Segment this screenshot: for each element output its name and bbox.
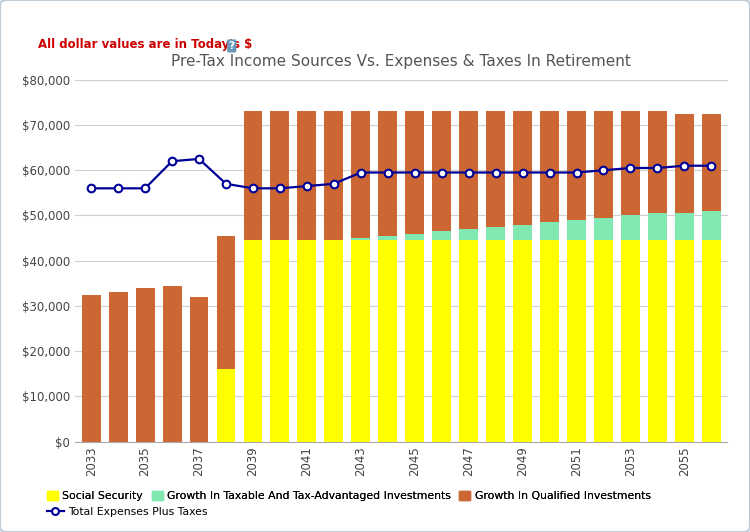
Bar bbox=[405, 111, 424, 234]
Text: ?: ? bbox=[229, 41, 235, 51]
Total Expenses Plus Taxes bbox=[680, 163, 688, 169]
Bar bbox=[432, 111, 451, 231]
Total Expenses Plus Taxes bbox=[140, 185, 149, 192]
Bar bbox=[244, 240, 262, 442]
Bar bbox=[432, 240, 451, 442]
Line: Total Expenses Plus Taxes: Total Expenses Plus Taxes bbox=[87, 155, 716, 192]
Bar bbox=[378, 111, 398, 236]
Bar bbox=[702, 211, 721, 240]
Bar bbox=[567, 220, 586, 240]
Bar bbox=[298, 240, 316, 442]
Total Expenses Plus Taxes bbox=[302, 183, 311, 189]
Total Expenses Plus Taxes bbox=[275, 185, 284, 192]
Bar bbox=[298, 111, 316, 240]
Bar bbox=[459, 240, 478, 442]
Total Expenses Plus Taxes bbox=[518, 169, 527, 176]
Bar bbox=[378, 240, 398, 442]
Bar bbox=[702, 114, 721, 211]
Bar bbox=[621, 240, 640, 442]
Total Expenses Plus Taxes bbox=[572, 169, 581, 176]
Bar bbox=[378, 236, 398, 240]
Bar bbox=[648, 240, 667, 442]
Total Expenses Plus Taxes bbox=[329, 180, 338, 187]
Bar bbox=[351, 238, 370, 240]
Bar bbox=[540, 222, 559, 240]
Total Expenses Plus Taxes bbox=[383, 169, 392, 176]
Total Expenses Plus Taxes bbox=[248, 185, 257, 192]
Bar bbox=[594, 240, 613, 442]
Bar bbox=[675, 114, 694, 213]
Bar bbox=[486, 111, 505, 227]
Bar bbox=[648, 213, 667, 240]
Total Expenses Plus Taxes bbox=[221, 180, 230, 187]
Total Expenses Plus Taxes bbox=[464, 169, 473, 176]
Bar bbox=[351, 240, 370, 442]
Bar bbox=[675, 213, 694, 240]
Text: All dollar values are in Today's $: All dollar values are in Today's $ bbox=[38, 38, 252, 51]
Total Expenses Plus Taxes bbox=[706, 163, 716, 169]
Bar bbox=[351, 111, 370, 238]
Bar bbox=[459, 229, 478, 240]
Bar bbox=[405, 240, 424, 442]
Bar bbox=[540, 111, 559, 222]
Bar bbox=[513, 111, 532, 225]
Total Expenses Plus Taxes bbox=[410, 169, 419, 176]
Bar bbox=[621, 111, 640, 215]
Bar bbox=[109, 292, 128, 442]
Bar bbox=[702, 240, 721, 442]
Bar bbox=[513, 225, 532, 240]
Bar bbox=[163, 286, 182, 442]
Bar bbox=[82, 295, 100, 442]
Total Expenses Plus Taxes bbox=[437, 169, 446, 176]
Bar bbox=[459, 111, 478, 229]
Total Expenses Plus Taxes bbox=[87, 185, 96, 192]
Bar bbox=[621, 215, 640, 240]
Total Expenses Plus Taxes bbox=[114, 185, 123, 192]
Bar bbox=[594, 111, 613, 218]
Total Expenses Plus Taxes bbox=[491, 169, 500, 176]
Bar bbox=[486, 240, 505, 442]
Bar bbox=[567, 240, 586, 442]
Bar bbox=[271, 240, 290, 442]
Total Expenses Plus Taxes bbox=[653, 165, 662, 171]
Total Expenses Plus Taxes bbox=[356, 169, 365, 176]
Bar bbox=[432, 231, 451, 240]
Bar bbox=[217, 369, 236, 442]
Bar bbox=[190, 297, 209, 442]
Title: Pre-Tax Income Sources Vs. Expenses & Taxes In Retirement: Pre-Tax Income Sources Vs. Expenses & Ta… bbox=[171, 54, 632, 69]
Total Expenses Plus Taxes bbox=[167, 158, 176, 164]
Bar bbox=[486, 227, 505, 240]
Bar bbox=[271, 111, 290, 240]
Bar bbox=[594, 218, 613, 240]
Total Expenses Plus Taxes bbox=[599, 167, 608, 173]
Bar bbox=[648, 111, 667, 213]
Legend: Total Expenses Plus Taxes: Total Expenses Plus Taxes bbox=[43, 502, 211, 521]
Bar bbox=[675, 240, 694, 442]
Bar bbox=[567, 111, 586, 220]
Bar bbox=[217, 236, 236, 369]
Legend: Social Security, Growth In Taxable And Tax-Advantaged Investments, Growth In Qua: Social Security, Growth In Taxable And T… bbox=[43, 486, 655, 505]
Bar bbox=[244, 111, 262, 240]
Bar bbox=[325, 240, 344, 442]
Total Expenses Plus Taxes bbox=[194, 156, 203, 162]
Total Expenses Plus Taxes bbox=[545, 169, 554, 176]
Bar bbox=[540, 240, 559, 442]
Bar bbox=[325, 111, 344, 240]
Bar bbox=[405, 234, 424, 240]
Bar bbox=[136, 288, 154, 442]
Bar bbox=[513, 240, 532, 442]
Total Expenses Plus Taxes bbox=[626, 165, 635, 171]
